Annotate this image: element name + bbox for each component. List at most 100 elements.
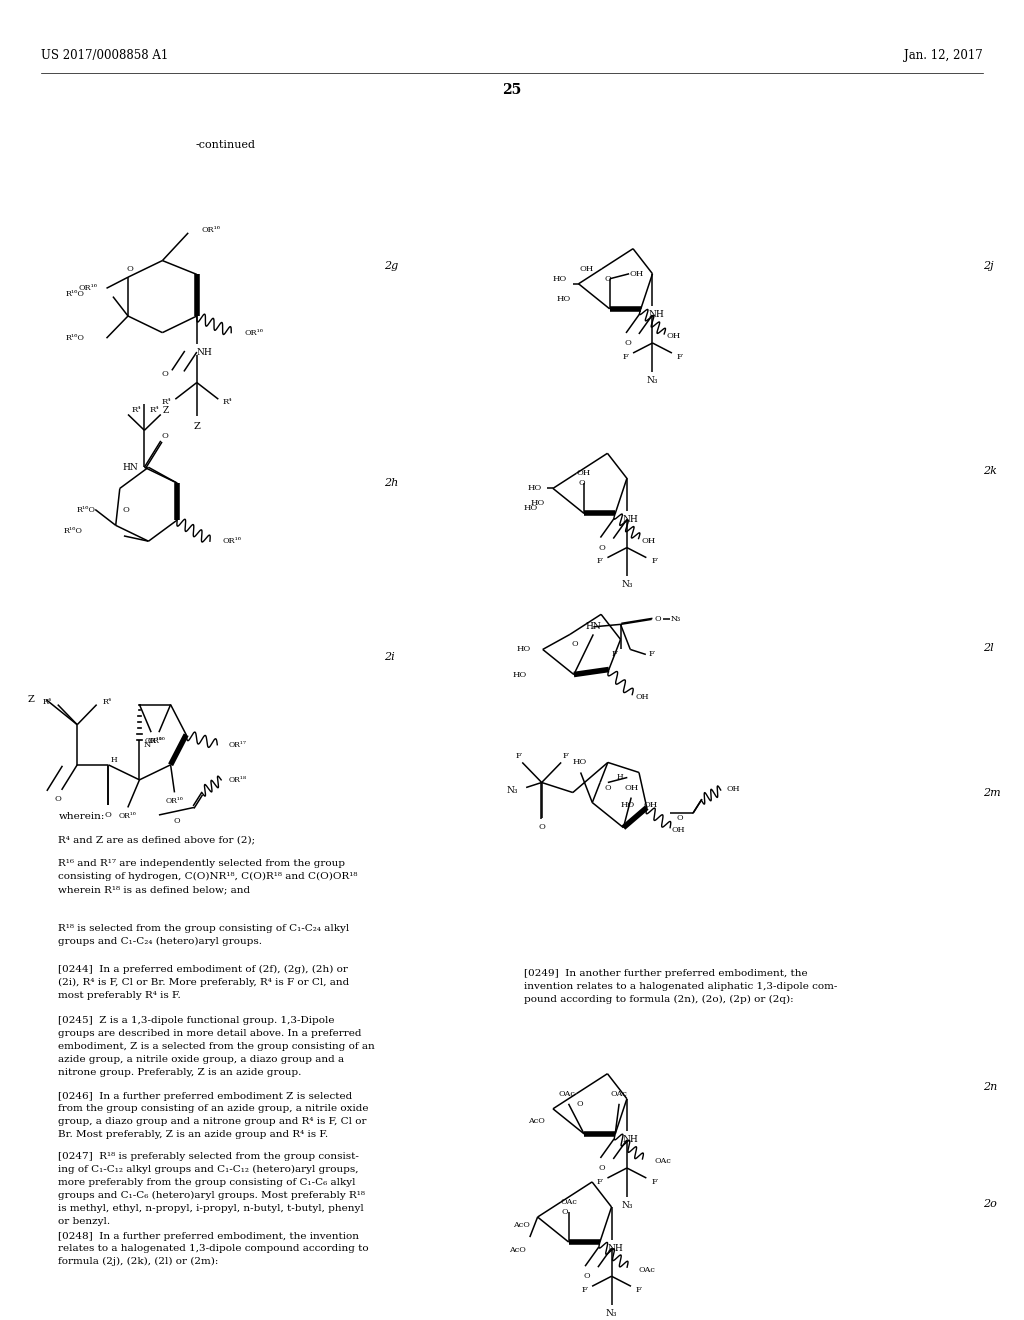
Text: 2m: 2m [983,788,1000,799]
Text: 2k: 2k [983,466,997,477]
Text: O: O [127,265,133,273]
Text: O: O [162,370,169,379]
Text: F: F [562,752,568,760]
Text: Z: Z [28,696,35,704]
Text: O: O [625,339,631,347]
Text: N₃: N₃ [622,1201,633,1209]
Text: O: O [54,795,61,803]
Text: N₃: N₃ [647,376,658,384]
Text: HN: HN [123,463,138,471]
Text: OH: OH [580,265,594,273]
Text: R⁴ and Z are as defined above for (2);: R⁴ and Z are as defined above for (2); [58,836,256,845]
Text: OH: OH [630,269,644,277]
Text: OAc: OAc [654,1158,671,1166]
Text: H: H [111,756,118,764]
Text: F: F [651,1177,657,1185]
Text: NH: NH [623,1135,639,1144]
Text: O: O [571,640,578,648]
Text: Jan. 12, 2017: Jan. 12, 2017 [904,49,983,62]
Text: N₃: N₃ [671,615,681,623]
Text: O: O [677,813,683,821]
Text: OH: OH [625,784,639,792]
Text: HO: HO [572,759,587,767]
Text: AcO: AcO [513,1221,529,1229]
Text: [0246]  In a further preferred embodiment Z is selected
from the group consistin: [0246] In a further preferred embodiment… [58,1092,369,1139]
Text: [0248]  In a further preferred embodiment, the invention
relates to a halogenate: [0248] In a further preferred embodiment… [58,1232,369,1266]
Text: R⁴: R⁴ [223,397,232,407]
Text: N₃: N₃ [507,785,518,795]
Text: HO: HO [513,671,527,678]
Text: NH: NH [607,1243,624,1253]
Text: HO: HO [517,645,531,653]
Text: 2o: 2o [983,1199,997,1209]
Text: R¹⁶ and R¹⁷ are independently selected from the group
consisting of hydrogen, C(: R¹⁶ and R¹⁷ are independently selected f… [58,859,357,894]
Text: O: O [599,544,605,552]
Text: OH: OH [727,784,740,792]
Text: OR¹⁶: OR¹⁶ [166,797,183,805]
Text: [0247]  R¹⁸ is preferably selected from the group consist-
ing of C₁-C₁₂ alkyl g: [0247] R¹⁸ is preferably selected from t… [58,1152,366,1226]
Text: R⁴: R⁴ [42,698,51,706]
Text: OR¹⁶: OR¹⁶ [244,329,263,337]
Text: R⁴: R⁴ [103,698,112,706]
Text: OR¹⁶: OR¹⁶ [79,284,98,292]
Text: HN: HN [586,622,601,631]
Text: OAc: OAc [560,1199,578,1206]
Text: R¹⁶O: R¹⁶O [66,334,85,342]
Text: HO: HO [527,484,542,492]
Text: NH: NH [623,515,639,524]
Text: O: O [579,479,586,487]
Text: 2l: 2l [983,643,993,653]
Text: N: N [143,741,151,748]
Text: OH: OH [667,333,681,341]
Text: F: F [597,1177,602,1185]
Text: F: F [515,752,521,760]
Text: O: O [599,1164,605,1172]
Text: O: O [654,615,660,623]
Text: O: O [584,1272,590,1280]
Text: OH: OH [577,470,591,478]
Text: F: F [611,651,617,659]
Text: [0249]  In another further preferred embodiment, the
invention relates to a halo: [0249] In another further preferred embo… [524,969,838,1003]
Text: HO: HO [553,275,567,282]
Text: O: O [539,822,545,830]
Text: HO: HO [556,294,570,302]
Text: O: O [604,275,611,282]
Text: OR¹⁶: OR¹⁶ [201,226,220,234]
Text: Z: Z [194,422,201,432]
Text: AcO: AcO [528,1117,545,1126]
Text: R¹⁸ is selected from the group consisting of C₁-C₂₄ alkyl
groups and C₁-C₂₄ (het: R¹⁸ is selected from the group consistin… [58,924,349,946]
Text: [0245]  Z is a 1,3-dipole functional group. 1,3-Dipole
groups are described in m: [0245] Z is a 1,3-dipole functional grou… [58,1016,375,1077]
Text: F: F [636,1286,642,1294]
Text: F: F [597,557,602,565]
Text: OR¹⁸: OR¹⁸ [229,776,247,784]
Text: 2g: 2g [384,261,398,272]
Text: 2j: 2j [983,261,993,272]
Text: OAc: OAc [639,1266,655,1274]
Text: US 2017/0008858 A1: US 2017/0008858 A1 [41,49,168,62]
Text: OAc: OAc [610,1090,628,1098]
Text: OR¹⁶: OR¹⁶ [222,537,242,545]
Text: F: F [582,1286,587,1294]
Text: OH: OH [643,801,657,809]
Text: R⁴: R⁴ [131,407,141,414]
Text: 2i: 2i [384,652,394,663]
Text: N₃: N₃ [606,1309,617,1317]
Text: 2n: 2n [983,1082,997,1093]
Text: HO: HO [621,801,635,809]
Text: HO: HO [523,504,538,512]
Text: OR¹⁷: OR¹⁷ [229,741,247,748]
Text: HO: HO [530,499,545,507]
Text: 2h: 2h [384,478,398,488]
Text: OH: OH [635,693,648,701]
Text: wherein:: wherein: [58,812,104,821]
Text: NH: NH [648,310,665,319]
Text: -continued: -continued [196,140,255,150]
Text: [0244]  In a preferred embodiment of (2f), (2g), (2h) or
(2i), R⁴ is F, Cl or Br: [0244] In a preferred embodiment of (2f)… [58,965,349,1001]
Text: 25: 25 [503,83,521,96]
Text: OAc: OAc [558,1090,575,1098]
Text: F: F [649,651,654,659]
Text: R⁴: R⁴ [161,397,171,407]
Text: R⁴: R⁴ [150,407,159,414]
Text: R¹⁶O: R¹⁶O [63,527,83,535]
Text: OH: OH [641,537,655,545]
